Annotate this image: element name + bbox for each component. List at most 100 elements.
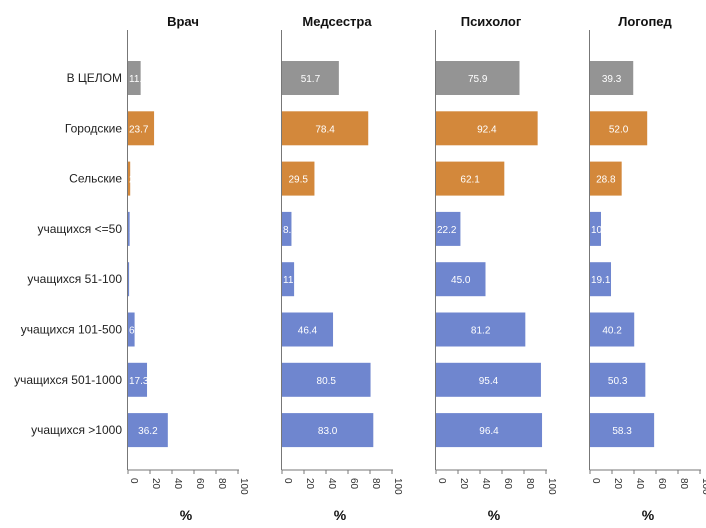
- bar: [128, 262, 130, 297]
- x-tick-label: 0: [282, 478, 293, 484]
- bar: [128, 312, 135, 347]
- category-label: учащихся 101-500: [21, 323, 123, 337]
- bar: [128, 61, 141, 95]
- bar-value-label: 40.2: [602, 326, 622, 337]
- bar: [128, 362, 148, 397]
- bar-value-label: 29.5: [288, 175, 308, 186]
- x-axis-title: %: [642, 507, 655, 523]
- x-tick-label: 100: [700, 478, 706, 495]
- bar: [436, 312, 526, 347]
- bar-value-label: 39.3: [602, 74, 622, 85]
- bar-value-label: 50.3: [608, 376, 628, 387]
- bar-value-label: 92.4: [477, 124, 497, 135]
- category-label: учащихся 51-100: [27, 272, 122, 286]
- bar: [590, 262, 612, 297]
- x-tick-label: 80: [216, 478, 227, 490]
- bar: [282, 312, 334, 347]
- bar: [590, 111, 648, 146]
- x-tick-label: 100: [546, 478, 557, 495]
- x-tick-label: 60: [656, 478, 667, 490]
- x-tick-label: 40: [634, 478, 645, 490]
- bar-value-label: 17.3: [129, 376, 149, 387]
- bar: [282, 413, 374, 448]
- bar-value-label: 62.1: [460, 175, 480, 186]
- bar-value-label: 78.4: [315, 124, 335, 135]
- x-tick-label: 20: [612, 478, 623, 490]
- bar-value-label: 28.8: [596, 175, 616, 186]
- category-label: Сельские: [69, 172, 122, 186]
- bar: [590, 161, 622, 196]
- bar-value-label: 8.6: [283, 225, 297, 236]
- x-tick-label: 20: [304, 478, 315, 490]
- bar-value-label: 52.0: [609, 124, 629, 135]
- x-tick-label: 60: [502, 478, 513, 490]
- category-label: учащихся 501-1000: [14, 373, 122, 387]
- x-tick-label: 20: [458, 478, 469, 490]
- bar: [436, 61, 520, 95]
- x-tick-label: 20: [150, 478, 161, 490]
- bar: [282, 211, 292, 246]
- x-tick-label: 80: [370, 478, 381, 490]
- bar-value-label: 23.7: [129, 124, 149, 135]
- bar: [282, 161, 315, 196]
- x-axis-title: %: [488, 507, 501, 523]
- x-tick-label: 0: [436, 478, 447, 484]
- category-label: В ЦЕЛОМ: [67, 71, 122, 85]
- panel-title: Врач: [167, 14, 199, 29]
- panel-title: Психолог: [461, 14, 522, 29]
- bar-value-label: 36.2: [138, 426, 158, 437]
- bar-value-label: 2: [129, 175, 135, 186]
- bar-value-label: 58.3: [612, 426, 632, 437]
- x-tick-label: 80: [678, 478, 689, 490]
- x-tick-label: 0: [128, 478, 139, 484]
- x-tick-label: 40: [172, 478, 183, 490]
- bar-value-label: 45.0: [451, 275, 471, 286]
- bar-value-label: 1: [129, 275, 135, 286]
- bar: [128, 111, 155, 146]
- bar: [590, 362, 646, 397]
- bar-value-label: 10: [591, 225, 603, 236]
- bar-value-label: 51.7: [301, 74, 321, 85]
- bar-value-label: 1: [129, 225, 135, 236]
- bar: [282, 61, 339, 95]
- category-label: Городские: [65, 121, 122, 135]
- x-tick-label: 60: [348, 478, 359, 490]
- x-tick-label: 60: [194, 478, 205, 490]
- bar: [128, 161, 131, 196]
- bar: [436, 161, 505, 196]
- bar: [436, 111, 538, 146]
- bar-value-label: 95.4: [479, 376, 499, 387]
- bar: [436, 362, 541, 397]
- category-label: учащихся <=50: [37, 222, 122, 236]
- bar-value-label: 22.2: [437, 225, 457, 236]
- x-axis-title: %: [334, 507, 347, 523]
- bar: [282, 111, 369, 146]
- bar-value-label: 75.9: [468, 74, 488, 85]
- bar: [282, 362, 371, 397]
- bar: [436, 413, 543, 448]
- bar-value-label: 6.: [129, 326, 137, 337]
- bar: [436, 211, 461, 246]
- x-tick-label: 40: [480, 478, 491, 490]
- bar-value-label: 96.4: [479, 426, 499, 437]
- x-tick-label: 0: [590, 478, 601, 484]
- bar: [590, 413, 655, 448]
- bar: [590, 61, 634, 95]
- x-tick-label: 100: [392, 478, 403, 495]
- panel-title: Медсестра: [302, 14, 372, 29]
- category-label: учащихся >1000: [31, 423, 122, 437]
- bar: [282, 262, 295, 297]
- bar: [128, 413, 168, 448]
- bar: [590, 312, 635, 347]
- panel-title: Логопед: [618, 14, 672, 29]
- bar-value-label: 81.2: [471, 326, 491, 337]
- x-axis-title: %: [180, 507, 193, 523]
- x-tick-label: 40: [326, 478, 337, 490]
- bar-value-label: 11.: [129, 74, 142, 85]
- bar: [436, 262, 486, 297]
- bar: [128, 211, 130, 246]
- bar-value-label: 80.5: [317, 376, 337, 387]
- bar-value-label: 19.1: [591, 275, 611, 286]
- bar-value-label: 11.: [283, 275, 296, 286]
